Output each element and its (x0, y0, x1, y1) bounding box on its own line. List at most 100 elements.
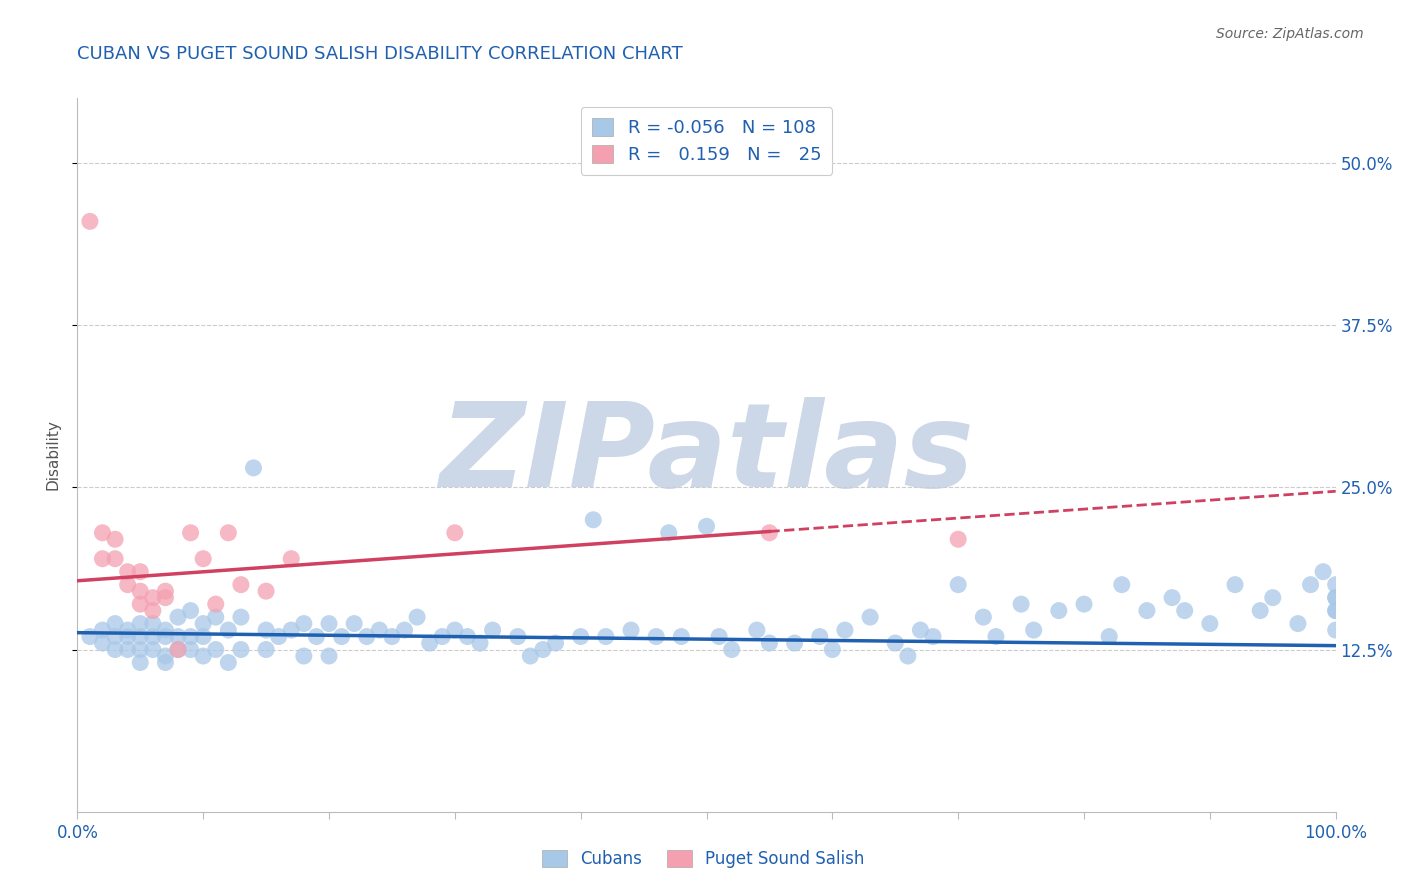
Point (1098, 630, 1121, 644)
Point (972, 610, 994, 624)
Point (1324, 604, 1347, 618)
Point (91, 623, 114, 637)
Point (129, 616, 152, 631)
Point (91, 551, 114, 566)
Point (79, 214, 101, 228)
Point (707, 630, 730, 644)
Point (368, 623, 391, 637)
Point (1174, 604, 1197, 618)
Point (1111, 577, 1133, 591)
Point (821, 642, 844, 657)
Point (569, 630, 592, 644)
Point (155, 630, 177, 644)
Point (79, 630, 101, 644)
Point (155, 656, 177, 670)
Point (254, 584, 277, 599)
Point (104, 533, 127, 547)
Point (129, 597, 152, 611)
Point (419, 636, 441, 650)
Text: Source: ZipAtlas.com: Source: ZipAtlas.com (1216, 27, 1364, 41)
Point (356, 630, 378, 644)
Point (217, 525, 239, 540)
Point (1047, 604, 1070, 618)
Point (582, 513, 605, 527)
Point (1073, 597, 1095, 611)
Point (242, 461, 264, 475)
Point (180, 604, 202, 618)
Point (129, 565, 152, 579)
Point (180, 642, 202, 657)
Point (1136, 604, 1159, 618)
Point (155, 623, 177, 637)
Point (544, 636, 567, 650)
Point (129, 584, 152, 599)
Point (142, 604, 165, 618)
Point (506, 630, 529, 644)
Point (167, 642, 190, 657)
Point (394, 623, 416, 637)
Point (292, 648, 315, 663)
Point (191, 616, 215, 631)
Point (129, 630, 152, 644)
Point (897, 648, 920, 663)
Point (191, 551, 215, 566)
Point (859, 610, 882, 624)
Point (948, 577, 970, 591)
Point (720, 642, 742, 657)
Point (104, 616, 127, 631)
Point (984, 630, 1007, 644)
Point (1223, 577, 1246, 591)
Point (129, 656, 152, 670)
Point (180, 630, 202, 644)
Point (117, 577, 139, 591)
Text: ZIPatlas: ZIPatlas (439, 398, 974, 512)
Point (595, 630, 617, 644)
Point (671, 630, 693, 644)
Point (432, 630, 454, 644)
Point (1324, 577, 1347, 591)
Point (406, 610, 429, 624)
Point (519, 648, 541, 663)
Point (167, 630, 190, 644)
Point (180, 525, 202, 540)
Point (645, 630, 668, 644)
Point (155, 584, 177, 599)
Point (1199, 616, 1222, 631)
Point (117, 623, 139, 637)
Point (254, 623, 277, 637)
Point (117, 565, 139, 579)
Point (104, 642, 127, 657)
Point (1249, 604, 1271, 618)
Point (229, 610, 252, 624)
Point (305, 630, 328, 644)
Point (191, 648, 215, 663)
Point (204, 597, 226, 611)
Point (834, 623, 856, 637)
Y-axis label: Disability: Disability (45, 419, 60, 491)
Point (129, 642, 152, 657)
Point (117, 642, 139, 657)
Point (696, 519, 718, 533)
Point (444, 623, 467, 637)
Point (658, 525, 681, 540)
Point (254, 642, 277, 657)
Point (783, 636, 806, 650)
Point (318, 648, 340, 663)
Point (267, 630, 290, 644)
Point (91, 525, 114, 540)
Point (1324, 604, 1347, 618)
Point (280, 551, 302, 566)
Point (1286, 616, 1309, 631)
Point (1324, 623, 1347, 637)
Point (229, 642, 252, 657)
Point (456, 630, 478, 644)
Point (155, 648, 177, 663)
Point (948, 533, 970, 547)
Point (155, 591, 177, 605)
Point (280, 623, 302, 637)
Point (1324, 591, 1347, 605)
Point (142, 591, 165, 605)
Text: CUBAN VS PUGET SOUND SALISH DISABILITY CORRELATION CHART: CUBAN VS PUGET SOUND SALISH DISABILITY C… (77, 45, 683, 62)
Point (1261, 591, 1284, 605)
Point (1299, 577, 1322, 591)
